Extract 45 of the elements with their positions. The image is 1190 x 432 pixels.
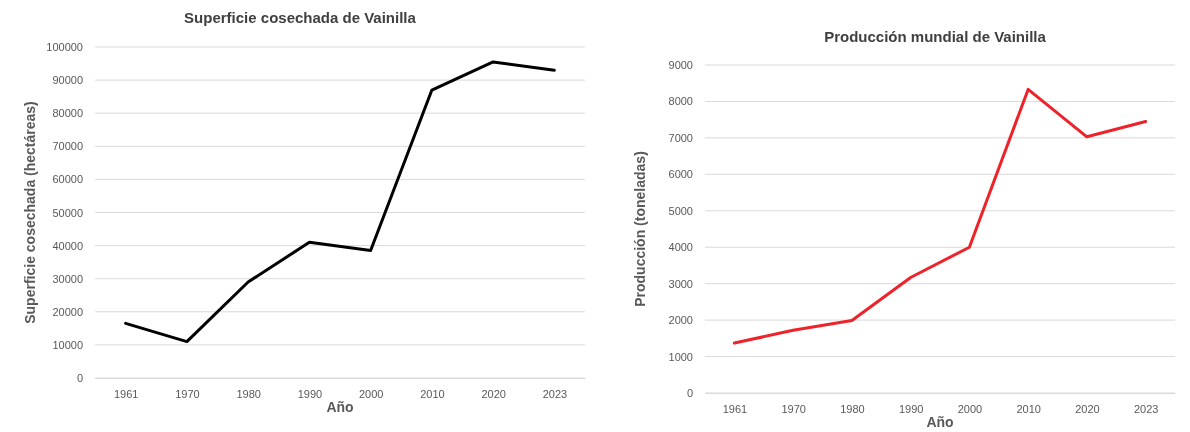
x-tick-label: 1961 [113,387,139,400]
y-tick-label: 2000 [668,314,693,327]
x-tick-label: 2023 [1133,402,1159,415]
y-tick-label: 100000 [46,41,83,54]
y-axis-title: Producción (toneladas) [632,151,648,307]
x-axis-title: Año [926,414,954,430]
y-tick-label: 30000 [52,272,83,285]
y-tick-label: 5000 [668,204,693,217]
y-tick-label: 60000 [52,173,83,186]
y-tick-label: 3000 [668,277,693,290]
x-axis-title: Año [326,399,354,415]
x-tick-label: 1970 [175,387,200,400]
y-tick-label: 8000 [668,95,693,108]
x-tick-label: 2023 [542,387,568,400]
x-tick-label: 1990 [297,387,323,400]
y-tick-label: 9000 [668,59,693,72]
x-tick-label: 2010 [1016,402,1041,415]
y-tick-label: 6000 [668,168,693,181]
y-tick-label: 50000 [52,206,83,219]
chart-title: Superficie cosechada de Vainilla [184,9,417,26]
y-tick-label: 0 [76,372,83,385]
line-series [732,87,1148,345]
x-tick-label: 2020 [481,387,506,400]
line-series [124,60,556,344]
x-tick-label: 1980 [840,402,865,415]
y-tick-label: 10000 [52,338,83,351]
x-tick-label: 1961 [722,402,748,415]
y-tick-label: 4000 [668,241,693,254]
x-tick-label: 2000 [957,402,983,415]
y-tick-label: 0 [686,387,693,400]
y-tick-label: 90000 [52,74,83,87]
x-tick-label: 2000 [358,387,384,400]
x-tick-label: 1970 [781,402,806,415]
y-tick-label: 7000 [668,131,693,144]
x-tick-label: 2020 [1075,402,1100,415]
y-tick-label: 80000 [52,107,83,120]
y-axis-title: Superficie cosechada (hectáreas) [22,101,38,324]
y-tick-label: 1000 [668,350,693,363]
x-tick-label: 1980 [236,387,261,400]
x-tick-label: 2010 [420,387,445,400]
y-tick-label: 20000 [52,305,83,318]
chart-title: Producción mundial de Vainilla [824,28,1047,45]
y-tick-label: 70000 [52,140,83,153]
x-tick-label: 1990 [898,402,924,415]
y-tick-label: 40000 [52,239,83,252]
